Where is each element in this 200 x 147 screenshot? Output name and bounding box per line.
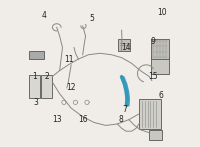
Text: 6: 6 bbox=[159, 91, 164, 100]
Text: 8: 8 bbox=[119, 115, 123, 124]
Text: 11: 11 bbox=[64, 55, 74, 64]
Text: 5: 5 bbox=[90, 14, 95, 23]
Text: 12: 12 bbox=[66, 83, 76, 92]
Text: 9: 9 bbox=[150, 37, 155, 46]
Text: 10: 10 bbox=[157, 8, 167, 17]
Text: 1: 1 bbox=[32, 72, 37, 81]
Text: 7: 7 bbox=[123, 105, 128, 114]
FancyBboxPatch shape bbox=[41, 75, 52, 98]
Text: 15: 15 bbox=[149, 72, 158, 81]
FancyBboxPatch shape bbox=[151, 57, 169, 74]
FancyBboxPatch shape bbox=[29, 75, 40, 98]
FancyBboxPatch shape bbox=[118, 39, 130, 51]
Text: 2: 2 bbox=[45, 72, 50, 81]
Text: 13: 13 bbox=[53, 115, 62, 124]
Text: 16: 16 bbox=[79, 115, 88, 124]
Text: 3: 3 bbox=[33, 98, 38, 107]
FancyBboxPatch shape bbox=[29, 51, 44, 59]
FancyBboxPatch shape bbox=[151, 39, 169, 59]
Text: 14: 14 bbox=[121, 43, 131, 52]
Text: 4: 4 bbox=[42, 11, 47, 20]
FancyBboxPatch shape bbox=[149, 130, 162, 140]
FancyBboxPatch shape bbox=[139, 99, 161, 129]
